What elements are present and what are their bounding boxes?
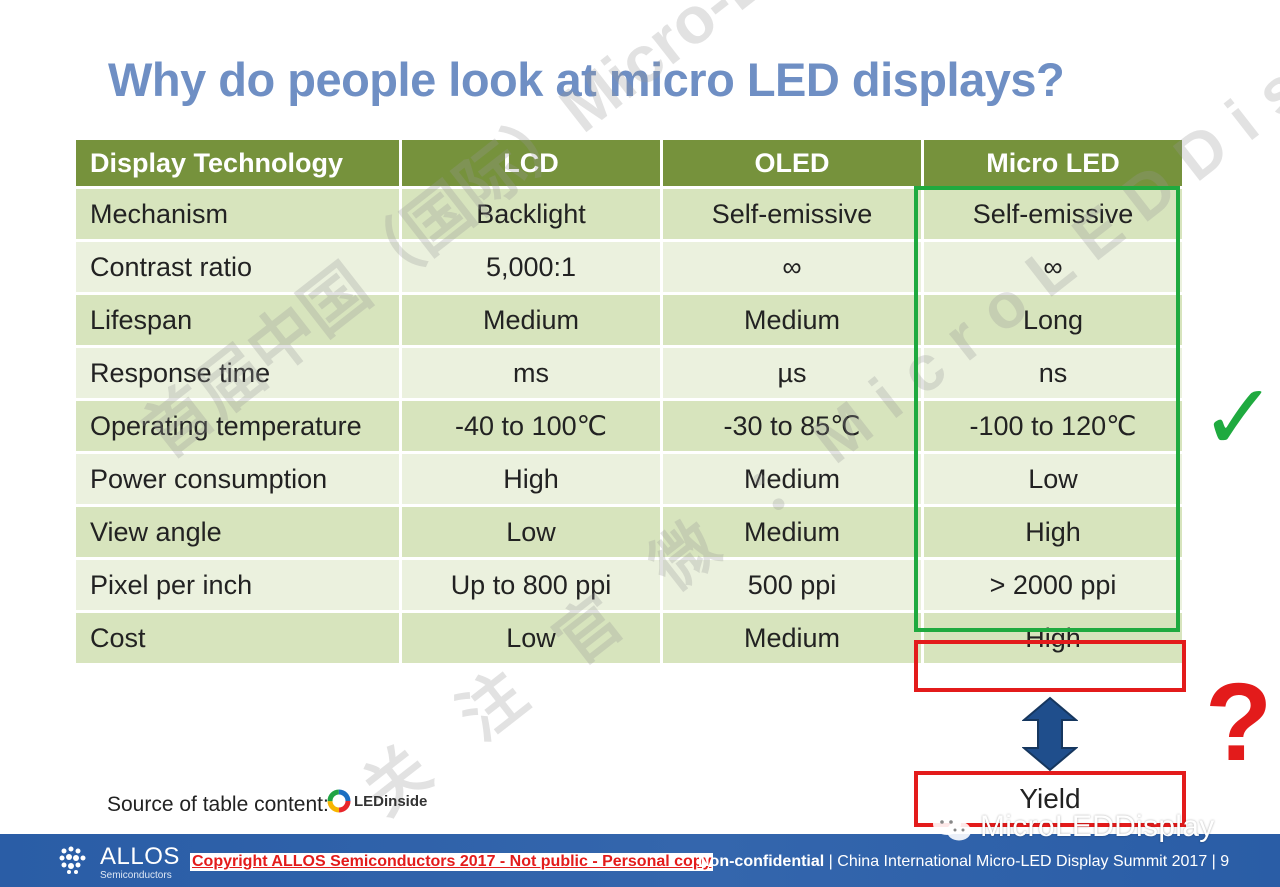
table-row: Operating temperature -40 to 100℃ -30 to… (76, 401, 1182, 451)
table-header-row: Display Technology LCD OLED Micro LED (76, 140, 1182, 186)
table-header-cell: OLED (663, 140, 921, 186)
check-mark-icon: ✓ (1200, 367, 1278, 469)
table-cell: -100 to 120℃ (924, 401, 1182, 451)
row-label: Pixel per inch (76, 560, 399, 610)
table-cell: Medium (663, 507, 921, 557)
allos-logo-icon (59, 846, 86, 874)
table-cell: Low (402, 613, 660, 663)
table-cell: Backlight (402, 189, 660, 239)
row-label: Mechanism (76, 189, 399, 239)
table-cell: Long (924, 295, 1182, 345)
table-row: View angle Low Medium High (76, 507, 1182, 557)
table-cell: Low (402, 507, 660, 557)
comparison-table: Display Technology LCD OLED Micro LED Me… (73, 137, 1185, 666)
table-row: Pixel per inch Up to 800 ppi 500 ppi > 2… (76, 560, 1182, 610)
wechat-handle: MicroLEDDisplay (980, 810, 1215, 843)
wechat-icon (933, 813, 971, 841)
row-label: Contrast ratio (76, 242, 399, 292)
table-cell: Self-emissive (924, 189, 1182, 239)
table-cell: -40 to 100℃ (402, 401, 660, 451)
table-cell: Medium (663, 295, 921, 345)
table-cell: Medium (402, 295, 660, 345)
double-arrow-icon (1022, 696, 1078, 772)
event-name: China International Micro-LED Display Su… (837, 853, 1208, 870)
row-label: Power consumption (76, 454, 399, 504)
table-row: Contrast ratio 5,000:1 ∞ ∞ (76, 242, 1182, 292)
ledinside-logo: LEDinside (327, 789, 427, 813)
row-label: Response time (76, 348, 399, 398)
wechat-watermark: MicroLEDDisplay (930, 810, 1215, 844)
table-cell: -30 to 85℃ (663, 401, 921, 451)
table-cell: ns (924, 348, 1182, 398)
ledinside-logo-text: LEDinside (354, 792, 428, 810)
table-cell: µs (663, 348, 921, 398)
table-row: Mechanism Backlight Self-emissive Self-e… (76, 189, 1182, 239)
copyright-notice: Copyright ALLOS Semiconductors 2017 - No… (190, 853, 714, 871)
table-cell: Medium (663, 454, 921, 504)
table-cell: ms (402, 348, 660, 398)
table-cell: Medium (663, 613, 921, 663)
micro-led-advantages-highlight (914, 186, 1180, 632)
table-cell: 5,000:1 (402, 242, 660, 292)
table-cell: 500 ppi (663, 560, 921, 610)
table-header-cell: LCD (402, 140, 660, 186)
ledinside-logo-icon (327, 789, 351, 813)
table-cell: Up to 800 ppi (402, 560, 660, 610)
company-subtitle: Semiconductors (100, 870, 172, 881)
confidentiality-label: Non-confidential (698, 853, 825, 870)
table-cell: High (924, 507, 1182, 557)
question-mark-icon: ? (1205, 661, 1273, 784)
table-header-cell: Display Technology (76, 140, 399, 186)
yield-box: Yield (914, 771, 1186, 827)
company-name: ALLOS (100, 843, 180, 870)
row-label: Cost (76, 613, 399, 663)
table-row: Lifespan Medium Medium Long (76, 295, 1182, 345)
table-cell: > 2000 ppi (924, 560, 1182, 610)
slide-title: Why do people look at micro LED displays… (108, 53, 1065, 106)
table-cell: ∞ (924, 242, 1182, 292)
table-cell: Self-emissive (663, 189, 921, 239)
table-row: Power consumption High Medium Low (76, 454, 1182, 504)
yield-label: Yield (1019, 783, 1081, 814)
source-label: Source of table content: (107, 793, 329, 816)
table-cell: High (402, 454, 660, 504)
table-cell: Low (924, 454, 1182, 504)
footer-info: Non-confidential | China International M… (698, 853, 1230, 870)
table-cell: ∞ (663, 242, 921, 292)
table-header-cell: Micro LED (924, 140, 1182, 186)
row-label: Lifespan (76, 295, 399, 345)
row-label: View angle (76, 507, 399, 557)
table-row: Response time ms µs ns (76, 348, 1182, 398)
row-label: Operating temperature (76, 401, 399, 451)
cost-highlight (914, 640, 1186, 692)
page-number: 9 (1220, 853, 1230, 870)
table-row: Cost Low Medium High (76, 613, 1182, 663)
table-cell: High (924, 613, 1182, 663)
